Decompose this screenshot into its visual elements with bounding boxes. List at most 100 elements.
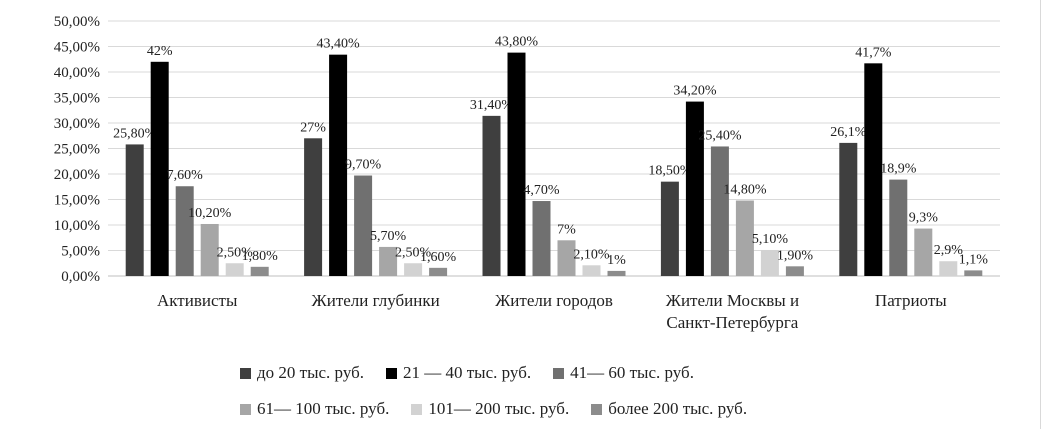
legend-swatch [411,403,423,415]
data-label: 2,9% [934,243,964,258]
bar [785,266,804,276]
y-tick-label: 30,00% [54,116,100,132]
legend-swatch [240,367,251,379]
y-tick-label: 50,00% [54,14,100,30]
bar [404,263,423,276]
x-tick-label: Патриоты [875,291,947,310]
bar [379,246,398,276]
data-label: 43,40% [317,37,361,52]
legend-label: 21 — 40 тыс. руб. [403,363,532,382]
data-label: 10,20% [188,206,232,221]
y-tick-label: 15,00% [54,193,100,209]
bar [939,261,958,276]
y-tick-label: 10,00% [54,218,100,234]
data-label: 14,80% [723,183,767,198]
data-label: 43,80% [495,35,539,50]
data-label: 26,1% [830,125,867,140]
legend-swatch [553,367,565,379]
legend: до 20 тыс. руб. 21 — 40 тыс. руб. 41— 60… [240,355,880,427]
data-label: 5,70% [370,229,407,244]
legend-item-series-6: более 200 тыс. руб. [591,399,747,419]
bar [607,270,626,276]
x-tick-label: Жители глубинки [311,291,439,310]
bar [964,270,983,276]
bar [304,138,323,276]
data-label: 25,40% [698,128,742,143]
data-label: 1,1% [959,252,989,267]
bar [429,267,448,276]
bar [914,228,933,276]
bar [175,186,194,276]
data-label: 25,80% [113,126,157,141]
bar [250,266,269,276]
y-tick-label: 5,00% [61,244,100,260]
x-tick-label: Активисты [157,291,238,310]
legend-row: 61— 100 тыс. руб. 101— 200 тыс. руб. бол… [240,391,880,427]
bar [354,175,373,276]
legend-item-series-2: 21 — 40 тыс. руб. [386,363,531,383]
data-label: 1,80% [242,249,279,264]
y-tick-label: 35,00% [54,91,100,107]
legend-item-series-4: 61— 100 тыс. руб. [240,399,389,419]
y-tick-label: 0,00% [61,269,100,285]
legend-item-series-1: до 20 тыс. руб. [240,363,364,383]
data-label: 2,50% [395,245,432,260]
legend-row: до 20 тыс. руб. 21 — 40 тыс. руб. 41— 60… [240,355,880,391]
bar [507,52,526,277]
legend-swatch [240,403,251,415]
x-tick-label: Жители городов [495,291,613,310]
bar [864,63,883,276]
data-label: 9,3% [909,211,939,226]
legend-item-series-3: 41— 60 тыс. руб. [553,363,694,383]
x-tick-label: Санкт-Петербурга [666,313,798,332]
y-tick-label: 45,00% [54,40,100,56]
legend-label: более 200 тыс. руб. [608,399,748,418]
bar [760,249,779,276]
data-label: 1,60% [420,250,457,265]
legend-swatch [591,403,603,415]
bar [329,54,348,276]
frame-border [1040,0,1041,429]
bar [150,61,169,276]
data-label: 27% [300,120,326,135]
legend-label: 61— 100 тыс. руб. [257,399,390,418]
data-label: 41,7% [855,45,892,60]
data-label: 1,90% [777,248,814,263]
bar [889,179,908,276]
bar [125,144,144,276]
legend-item-series-5: 101— 200 тыс. руб. [411,399,569,419]
bar [200,223,219,276]
data-label: 4,70% [523,183,560,198]
legend-label: 41— 60 тыс. руб. [570,363,694,382]
bar [557,240,576,276]
bar [660,181,679,276]
data-label: 7,60% [167,168,204,183]
data-label: 1% [607,253,626,268]
bar [685,101,704,276]
y-tick-label: 40,00% [54,65,100,81]
y-tick-label: 20,00% [54,167,100,183]
bar [532,201,551,276]
y-tick-label: 25,00% [54,142,100,158]
data-label: 5,10% [752,232,789,247]
bar [225,263,244,276]
data-label: 2,10% [573,247,610,262]
legend-label: до 20 тыс. руб. [257,363,364,382]
data-label: 18,9% [880,162,917,177]
data-label: 34,20% [673,84,717,99]
bar-chart: 0,00% 5,00% 10,00% 15,00% 20,00% 25,00% 30,00%… [54,14,1000,332]
data-label: 2,50% [217,245,254,260]
bar [582,265,601,276]
bar [482,115,501,276]
legend-swatch [386,367,397,379]
data-label: 9,70% [345,158,382,173]
data-label: 31,40% [470,98,514,113]
data-label: 7% [557,222,576,237]
data-label: 18,50% [648,164,692,179]
bar [839,142,858,276]
x-tick-label: Жители Москвы и [666,291,799,310]
legend-label: 101— 200 тыс. руб. [428,399,570,418]
bar [735,200,754,276]
data-label: 42% [147,44,173,59]
bar [710,146,729,276]
